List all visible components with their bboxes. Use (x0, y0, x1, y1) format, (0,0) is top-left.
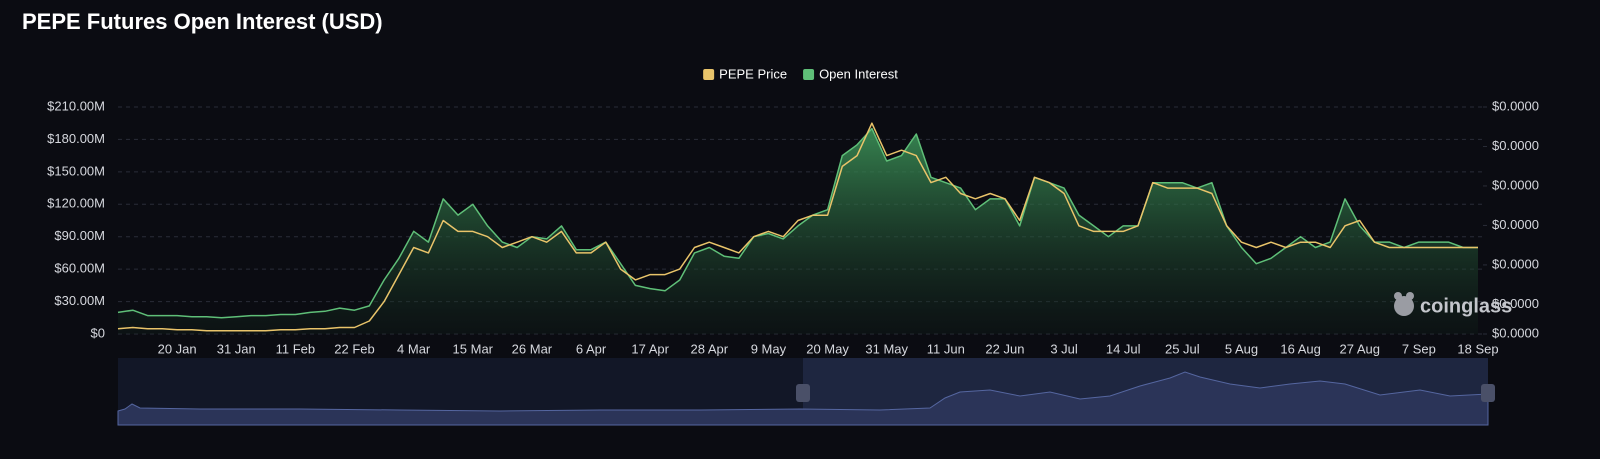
chart-title: PEPE Futures Open Interest (USD) (22, 9, 383, 34)
area (118, 128, 1478, 334)
navigator-handle[interactable] (1481, 384, 1495, 402)
y-tick-label: $0 (91, 325, 105, 340)
y-tick-label: $30.00M (54, 293, 105, 308)
x-tick-label: 14 Jul (1106, 341, 1141, 356)
legend-label: Open Interest (819, 66, 898, 81)
y-tick-label: $120.00M (47, 196, 105, 211)
x-tick-label: 4 Mar (397, 341, 431, 356)
x-tick-label: 26 Mar (512, 341, 553, 356)
x-tick-label: 6 Apr (576, 341, 607, 356)
y2-tick-label: $0.0000 (1492, 217, 1539, 232)
x-tick-label: 3 Jul (1050, 341, 1078, 356)
y2-tick-label: $0.0000 (1492, 296, 1539, 311)
y-tick-label: $210.00M (47, 98, 105, 113)
x-tick-label: 27 Aug (1339, 341, 1380, 356)
x-tick-label: 11 Jun (927, 341, 965, 356)
legend: PEPE Price Open Interest (703, 66, 898, 81)
legend-label: PEPE Price (719, 66, 787, 81)
x-tick-label: 9 May (751, 341, 787, 356)
x-tick-label: 16 Aug (1280, 341, 1321, 356)
watermark-icon (1394, 296, 1414, 316)
watermark: coinglass (1394, 292, 1512, 317)
legend-item: PEPE Price (703, 66, 787, 81)
y-tick-label: $150.00M (47, 163, 105, 178)
x-tick-label: 20 May (806, 341, 849, 356)
y2-tick-label: $0.0000 (1492, 138, 1539, 153)
watermark-text: coinglass (1420, 295, 1512, 317)
x-tick-label: 20 Jan (158, 341, 197, 356)
y-tick-label: $180.00M (47, 131, 105, 146)
x-tick-label: 31 May (865, 341, 908, 356)
navigator (117, 358, 1495, 426)
y2-tick-label: $0.0000 (1492, 325, 1539, 340)
y2-tick-label: $0.0000 (1492, 256, 1539, 271)
y2-tick-label: $0.0000 (1492, 98, 1539, 113)
x-tick-label: 22 Jun (985, 341, 1024, 356)
legend-swatch (803, 69, 815, 80)
plot (117, 122, 1478, 334)
legend-swatch (703, 69, 715, 80)
x-tick-label: 31 Jan (217, 341, 256, 356)
navigator-series (117, 371, 1489, 426)
grid: $0 $30.00M $60.00M $90.00M $120.00M $150.00M $… (47, 98, 1539, 356)
line (117, 122, 1478, 332)
x-tick-label: 28 Apr (691, 341, 729, 356)
legend-item: Open Interest (803, 66, 898, 81)
x-tick-label: 7 Sep (1402, 341, 1436, 356)
x-tick-label: 15 Mar (453, 341, 494, 356)
line (117, 127, 1478, 319)
x-tick-label: 25 Jul (1165, 341, 1200, 356)
x-tick-label: 11 Feb (276, 341, 316, 356)
x-tick-label: 22 Feb (334, 341, 374, 356)
x-tick-label: 5 Aug (1225, 341, 1258, 356)
y-tick-label: $60.00M (54, 261, 105, 276)
watermark-icon (1394, 292, 1402, 300)
y-tick-label: $90.00M (54, 228, 105, 243)
x-tick-label: 18 Sep (1457, 341, 1498, 356)
watermark-icon (1406, 292, 1414, 300)
x-tick-label: 17 Apr (631, 341, 669, 356)
y2-tick-label: $0.0000 (1492, 177, 1539, 192)
navigator-handle[interactable] (796, 384, 810, 402)
